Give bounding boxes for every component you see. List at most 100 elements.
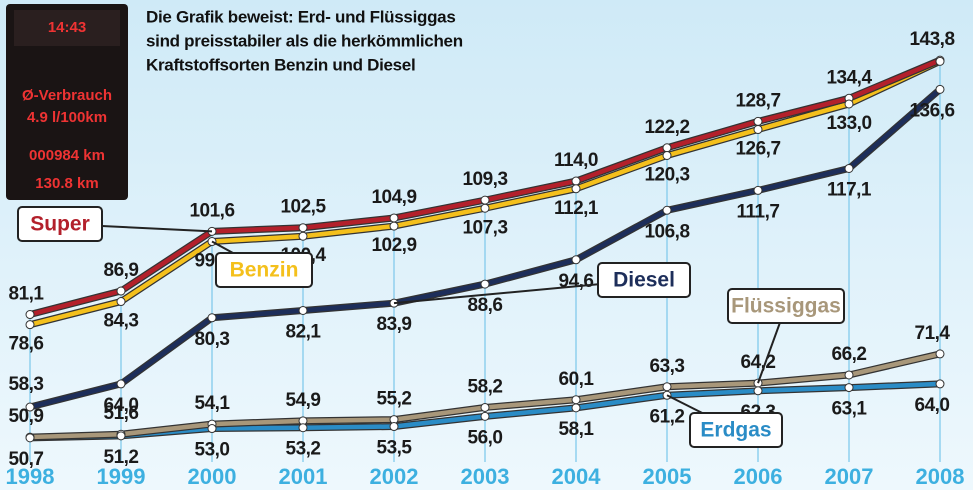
point — [662, 205, 672, 215]
dashboard-text: 130.8 km — [35, 175, 98, 192]
value-label: 64,0 — [915, 395, 950, 416]
value-label: 94,6 — [559, 271, 594, 292]
point — [116, 431, 126, 441]
x-tick-label: 2002 — [370, 464, 419, 489]
x-tick-label: 2003 — [461, 464, 510, 489]
point — [571, 184, 581, 194]
value-label: 120,3 — [644, 165, 689, 186]
chart-title: sind preisstabiler als die herkömmlichen — [146, 31, 463, 50]
point — [935, 56, 945, 66]
value-label: 53,2 — [286, 439, 321, 460]
value-label: 78,6 — [9, 334, 44, 355]
legend-label: Flüssiggas — [731, 295, 841, 318]
x-tick-label: 1998 — [6, 464, 55, 489]
value-label: 143,8 — [909, 29, 954, 50]
value-label: 80,3 — [195, 329, 230, 350]
value-label: 88,6 — [468, 295, 503, 316]
chart-title: Kraftstoffsorten Benzin und Diesel — [146, 55, 415, 74]
value-label: 60,1 — [559, 369, 595, 390]
point — [116, 286, 126, 296]
point — [298, 305, 308, 315]
point — [480, 203, 490, 213]
legend-box — [17, 206, 103, 242]
point — [25, 433, 35, 443]
value-label: 112,1 — [554, 198, 599, 219]
value-label: 54,9 — [286, 390, 321, 411]
dashboard-panel — [6, 4, 128, 200]
point — [753, 185, 763, 195]
value-label: 126,7 — [735, 139, 780, 160]
x-tick-label: 1999 — [97, 464, 146, 489]
dashboard-clock — [14, 10, 120, 46]
point — [116, 379, 126, 389]
point — [571, 176, 581, 186]
value-label: 51,2 — [104, 447, 139, 468]
point — [25, 402, 35, 412]
legend-box — [727, 288, 845, 324]
x-tick-label: 2000 — [188, 464, 237, 489]
value-label: 134,4 — [826, 67, 872, 88]
value-label: 58,3 — [9, 374, 44, 395]
dashboard-text: 4.9 l/100km — [27, 109, 107, 126]
value-label: 122,2 — [644, 117, 689, 138]
value-label: 50,9 — [9, 406, 44, 427]
value-label: 102,5 — [280, 197, 326, 218]
point — [935, 349, 945, 359]
point — [480, 411, 490, 421]
plot — [25, 55, 945, 462]
x-tick-label: 2001 — [279, 464, 328, 489]
x-tick-label: 2004 — [552, 464, 602, 489]
value-label: 111,7 — [737, 201, 780, 222]
point — [25, 310, 35, 320]
point — [753, 116, 763, 126]
point — [844, 383, 854, 393]
point — [844, 99, 854, 109]
point — [116, 297, 126, 307]
value-label: 51,6 — [104, 403, 139, 424]
x-tick-label: 2006 — [734, 464, 783, 489]
point — [844, 370, 854, 380]
legend-label: Benzin — [230, 259, 299, 282]
point — [571, 403, 581, 413]
legend-box — [597, 262, 691, 298]
point — [298, 231, 308, 241]
value-label: 82,1 — [286, 321, 322, 342]
point — [753, 386, 763, 396]
value-label: 64,0 — [104, 395, 139, 416]
value-label: 114,0 — [554, 150, 598, 171]
value-label: 71,4 — [915, 323, 951, 344]
value-label: 101,6 — [189, 200, 234, 221]
dashboard-text: 14:43 — [48, 19, 86, 36]
x-tick-label: 2007 — [825, 464, 874, 489]
value-label: 63,3 — [650, 356, 685, 377]
value-label: 102,9 — [371, 235, 416, 256]
value-label: 58,2 — [468, 376, 503, 397]
value-label: 58,1 — [559, 419, 595, 440]
point — [480, 402, 490, 412]
value-label: 104,9 — [371, 187, 416, 208]
point — [935, 379, 945, 389]
value-label: 56,0 — [468, 427, 503, 448]
point — [389, 213, 399, 223]
x-tick-label: 2005 — [643, 464, 692, 489]
point — [207, 313, 217, 323]
dashboard-text: 000984 km — [29, 147, 105, 164]
dashboard-photo: 14:43 Ø-Verbrauch 4.9 l/100km 000984 km … — [6, 4, 128, 200]
point — [25, 320, 35, 330]
legend-box — [689, 412, 783, 448]
chart-title: Die Grafik beweist: Erd- und Flüssiggas — [146, 7, 455, 26]
value-label: 117,1 — [827, 179, 872, 200]
value-label: 106,8 — [644, 221, 689, 242]
legend-label: Super — [30, 213, 90, 236]
value-label: 66,2 — [832, 344, 867, 365]
point — [389, 422, 399, 432]
point — [844, 163, 854, 173]
value-label: 86,9 — [104, 260, 139, 281]
value-label: 50,7 — [9, 449, 44, 470]
value-label: 133,0 — [826, 113, 871, 134]
point — [298, 423, 308, 433]
legend-box — [215, 252, 313, 288]
legend-label: Erdgas — [700, 419, 771, 442]
value-label: 107,3 — [462, 217, 507, 238]
